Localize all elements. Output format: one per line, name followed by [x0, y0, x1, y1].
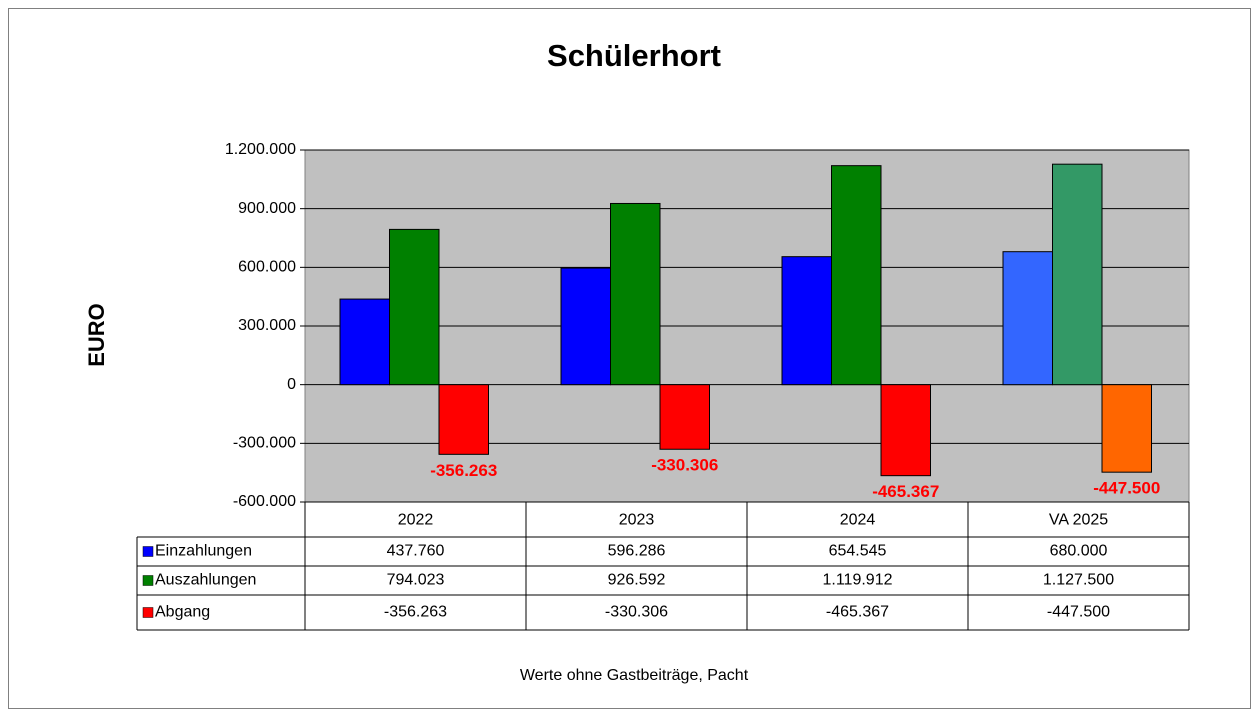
bar — [831, 165, 882, 386]
bar — [659, 384, 710, 450]
table-cell: 1.119.912 — [823, 572, 893, 589]
footnote: Werte ohne Gastbeiträge, Pacht — [520, 667, 749, 684]
bar — [1002, 251, 1053, 386]
table-cell: -447.500 — [1047, 604, 1110, 621]
data-label: -447.500 — [1093, 479, 1160, 498]
bar — [560, 267, 611, 386]
table-cell: 596.286 — [608, 543, 666, 560]
table-cell: -330.306 — [605, 604, 668, 621]
x-tick-label: 2023 — [619, 512, 655, 529]
y-tick-label: -300.000 — [233, 435, 296, 452]
bar — [610, 202, 661, 386]
bar — [781, 256, 832, 386]
x-tick-label: VA 2025 — [1049, 512, 1108, 529]
table-cell: 794.023 — [387, 572, 445, 589]
data-label: -330.306 — [651, 456, 718, 475]
table-cell: 1.127.500 — [1043, 572, 1114, 589]
legend-label: Auszahlungen — [155, 572, 256, 589]
bar — [389, 228, 440, 386]
y-tick-label: 300.000 — [238, 317, 296, 334]
legend-swatch — [142, 607, 154, 618]
bar — [880, 384, 931, 477]
legend-label: Abgang — [155, 604, 210, 621]
y-tick-label: 0 — [287, 376, 296, 393]
table-cell: 437.760 — [387, 543, 445, 560]
table-cell: 926.592 — [608, 572, 666, 589]
bar — [1101, 384, 1152, 473]
data-label: -465.367 — [872, 482, 939, 501]
legend-label: Einzahlungen — [155, 543, 252, 560]
y-tick-label: 1.200.000 — [225, 141, 296, 158]
table-cell: 654.545 — [829, 543, 887, 560]
legend-swatch — [142, 575, 154, 586]
y-tick-label: -600.000 — [233, 493, 296, 510]
chart-title: Schülerhort — [547, 38, 721, 73]
table-cell: -465.367 — [826, 604, 889, 621]
y-axis-label: EURO — [84, 303, 109, 367]
data-label: -356.263 — [430, 461, 497, 480]
y-tick-label: 900.000 — [238, 200, 296, 217]
legend-swatch — [142, 546, 154, 557]
y-tick-label: 600.000 — [238, 259, 296, 276]
table-cell: 680.000 — [1050, 543, 1108, 560]
table-cell: -356.263 — [384, 604, 447, 621]
x-tick-label: 2024 — [840, 512, 876, 529]
bar — [1052, 163, 1103, 386]
bar — [339, 298, 390, 386]
bar — [438, 384, 489, 455]
x-tick-label: 2022 — [398, 512, 434, 529]
